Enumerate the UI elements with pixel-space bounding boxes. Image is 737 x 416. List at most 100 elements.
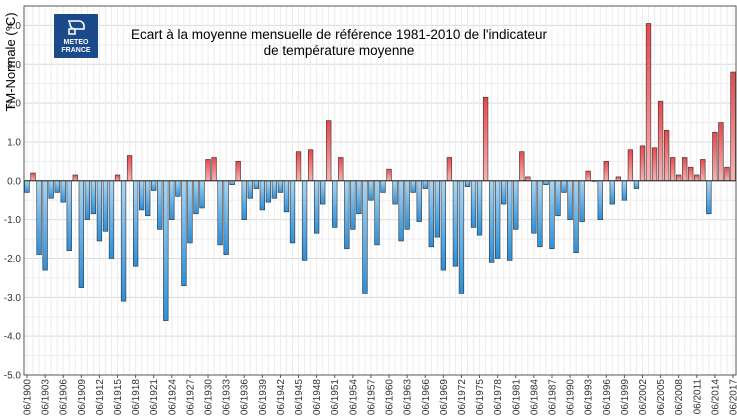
- x-tick-label: 06/1930: [204, 379, 215, 416]
- bar-06-1938: [253, 180, 259, 189]
- bar-06-1971: [452, 180, 459, 267]
- logo-background: [54, 14, 98, 58]
- x-tick-label: 06/1924: [167, 379, 178, 416]
- x-tick-label: 06/1978: [493, 379, 504, 416]
- bar-06-1959: [380, 180, 386, 193]
- bar-06-1979: [501, 180, 507, 205]
- bar-06-1937: [247, 180, 253, 199]
- bar-06-1916: [120, 180, 127, 302]
- bar-06-1962: [398, 180, 404, 242]
- y-tick-label: -4.0: [4, 332, 22, 343]
- bar-06-1972: [458, 180, 465, 294]
- x-tick-label: 06/1960: [385, 379, 396, 416]
- bar-06-2007: [669, 157, 676, 182]
- logo-line2: FRANCE: [61, 47, 90, 54]
- bar-06-2016: [724, 166, 730, 182]
- x-tick-label: 06/2008: [674, 379, 685, 416]
- bar-06-2006: [663, 129, 670, 182]
- bar-06-1926: [181, 180, 187, 286]
- y-tick-label: -3.0: [4, 293, 22, 304]
- x-tick-label: 06/1909: [77, 379, 88, 416]
- bar-06-1955: [356, 180, 362, 215]
- y-tick-label: 1.0: [7, 137, 21, 148]
- x-tick-label: 06/1906: [59, 379, 70, 416]
- bar-06-1900: [24, 180, 30, 193]
- x-tick-label: 06/1927: [185, 379, 196, 416]
- bar-06-1974: [470, 180, 477, 228]
- bar-06-1941: [271, 180, 278, 199]
- bar-06-1903: [42, 180, 48, 271]
- bar-06-1906: [60, 180, 66, 203]
- x-tick-label: 06/1984: [529, 379, 540, 416]
- x-tick-label: 06/1903: [41, 379, 52, 416]
- chart-title-line2: de température moyenne: [264, 43, 415, 58]
- y-tick-label: -2.0: [4, 254, 22, 265]
- x-tick-label: 06/1942: [276, 379, 287, 416]
- x-tick-label: 06/2002: [638, 379, 649, 416]
- bar-06-1914: [108, 180, 115, 259]
- x-tick-label: 06/1957: [366, 379, 377, 416]
- bar-06-1981: [513, 180, 519, 230]
- bar-06-1978: [495, 180, 501, 259]
- bar-06-1913: [102, 180, 109, 232]
- grid-lines: [24, 6, 736, 376]
- bar-06-1934: [229, 180, 235, 185]
- x-tick-label: 06/1999: [620, 379, 631, 416]
- bar-06-1988: [555, 180, 561, 217]
- bar-06-1947: [307, 149, 314, 182]
- bar-06-1932: [217, 180, 223, 246]
- bar-06-1960: [386, 168, 392, 182]
- x-tick-label: 06/2011: [692, 379, 703, 415]
- bar-06-1950: [326, 120, 332, 182]
- meteo-france-logo: METEO FRANCE: [54, 14, 98, 58]
- bar-06-1901: [30, 172, 36, 182]
- bar-06-1917: [126, 155, 133, 182]
- bar-06-2000: [627, 149, 634, 182]
- x-tick-label: 06/1939: [258, 379, 269, 416]
- bar-06-1987: [549, 180, 555, 250]
- bar-06-1925: [175, 180, 181, 197]
- y-axis-ticks: -5.0 -4.0 -3.0 -2.0 -1.0 0.0 1.0 2.0 3.0 4.0: [4, 21, 22, 382]
- bar-06-1915: [114, 174, 121, 182]
- bar-06-1982: [519, 151, 525, 182]
- bars: [24, 23, 736, 321]
- bar-06-1969: [440, 180, 447, 271]
- y-tick-label: 4.0: [7, 21, 21, 32]
- bar-06-1995: [597, 180, 603, 220]
- bar-06-1999: [621, 180, 628, 201]
- bar-06-1922: [157, 180, 163, 230]
- x-axis-ticks: 06/1900 06/1903 06/1906 06/1909 06/1912 06/19…: [23, 375, 737, 415]
- bar-06-1984: [531, 180, 537, 234]
- bar-06-1975: [476, 180, 483, 236]
- y-axis-label: TM-Normale (°C): [3, 12, 18, 111]
- bar-06-1912: [96, 180, 103, 242]
- bar-06-1930: [205, 159, 211, 182]
- bar-06-1910: [84, 180, 91, 220]
- bar-06-1907: [66, 180, 72, 252]
- y-tick-label: 2.0: [7, 99, 21, 110]
- bar-06-1954: [350, 180, 356, 230]
- bar-06-1989: [561, 180, 567, 193]
- plot-frame: [23, 5, 737, 376]
- bar-06-2004: [651, 147, 658, 182]
- bar-06-1928: [193, 180, 199, 215]
- bar-06-1963: [404, 180, 410, 230]
- x-tick-label: 06/1987: [547, 379, 558, 416]
- x-tick-label: 06/1921: [149, 379, 160, 416]
- x-tick-label: 06/1972: [457, 379, 468, 416]
- bar-06-2015: [718, 122, 724, 182]
- bar-06-1902: [36, 180, 42, 255]
- bar-06-1919: [139, 180, 145, 211]
- bar-06-1944: [289, 180, 296, 244]
- x-tick-label: 06/1918: [131, 379, 142, 416]
- x-tick-label: 06/1996: [602, 379, 613, 416]
- y-tick-label: -1.0: [4, 215, 22, 226]
- bar-06-2009: [682, 157, 688, 182]
- bar-06-1931: [211, 157, 217, 182]
- logo-line1: METEO: [64, 39, 89, 46]
- y-tick-label: -5.0: [4, 371, 22, 382]
- bar-06-1958: [374, 180, 380, 246]
- bar-06-2001: [633, 180, 640, 189]
- bar-06-1985: [537, 180, 543, 248]
- x-tick-label: 06/1900: [23, 379, 34, 416]
